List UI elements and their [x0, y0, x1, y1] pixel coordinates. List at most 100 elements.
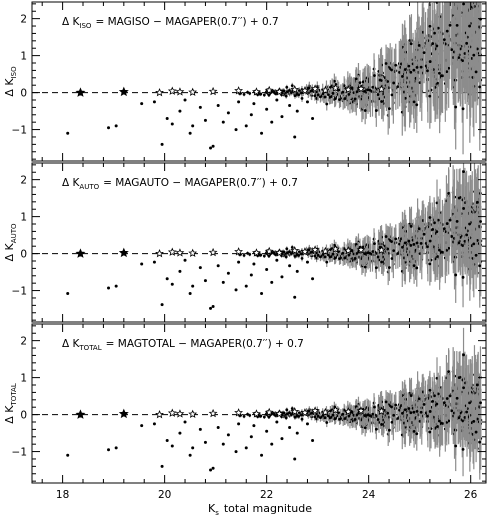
- data-point: [472, 53, 476, 57]
- data-point: [394, 63, 398, 67]
- x-tick-label: 20: [158, 489, 171, 501]
- data-point: [474, 253, 478, 257]
- data-point: [415, 65, 419, 69]
- data-point: [386, 247, 390, 251]
- panel-frame: [31, 323, 487, 484]
- data-point: [297, 89, 301, 93]
- data-point: [468, 24, 471, 28]
- data-point: [337, 88, 341, 92]
- bright-dot: [66, 292, 70, 296]
- data-point: [435, 44, 439, 48]
- data-point: [428, 262, 432, 266]
- data-point: [313, 415, 317, 419]
- bright-dot: [107, 126, 111, 130]
- data-point: [433, 221, 436, 225]
- star-marker: [252, 409, 261, 418]
- data-point: [431, 400, 435, 403]
- data-point: [474, 70, 478, 74]
- bright-dot: [295, 109, 299, 113]
- data-point: [462, 170, 465, 174]
- data-point: [258, 253, 262, 257]
- bright-dot: [270, 280, 274, 284]
- bright-dot: [260, 131, 264, 135]
- data-point: [390, 257, 394, 260]
- bright-dot: [234, 288, 238, 292]
- data-point: [474, 430, 478, 434]
- star-marker: [208, 408, 218, 418]
- data-point: [422, 51, 426, 55]
- star-marker: [274, 409, 284, 418]
- x-axis-label-main: K: [208, 502, 216, 515]
- star-marker: [320, 85, 330, 95]
- bright-dot: [114, 446, 118, 450]
- bright-dot: [203, 279, 207, 283]
- x-axis-label-rest: total magnitude: [224, 502, 312, 515]
- data-point: [386, 411, 390, 415]
- data-point: [401, 245, 404, 249]
- data-point: [401, 75, 404, 78]
- annotation-formula: = MAGTOTAL − MAGAPER(0.7′′) + 0.7: [106, 338, 304, 350]
- data-point: [300, 96, 304, 100]
- data-point: [341, 251, 345, 255]
- data-point: [428, 430, 432, 434]
- data-point: [390, 240, 393, 243]
- bright-dot: [140, 424, 144, 428]
- data-point: [248, 92, 252, 95]
- data-point: [478, 85, 482, 89]
- data-point: [454, 105, 458, 109]
- data-point: [313, 94, 317, 98]
- bright-dot: [160, 464, 164, 468]
- x-tick-label: 22: [260, 489, 273, 501]
- data-point: [246, 90, 249, 94]
- data-point: [262, 415, 266, 419]
- data-point: [417, 44, 421, 47]
- star-marker: [252, 248, 261, 257]
- data-point: [403, 241, 407, 245]
- data-point: [376, 93, 380, 96]
- data-point: [318, 255, 322, 259]
- data-point: [428, 239, 432, 243]
- data-point: [448, 218, 452, 222]
- data-point: [454, 444, 458, 448]
- star-marker: [343, 84, 353, 94]
- bright-dot: [280, 115, 284, 119]
- bright-dot: [260, 453, 264, 457]
- data-point: [442, 401, 446, 404]
- data-point: [457, 56, 461, 60]
- data-point: [387, 266, 391, 269]
- data-point: [334, 417, 337, 421]
- data-point: [461, 107, 465, 111]
- data-point: [469, 0, 472, 1]
- bright-dot: [288, 426, 292, 430]
- data-point: [325, 260, 329, 264]
- bright-dot: [280, 437, 284, 441]
- data-point: [267, 415, 271, 419]
- data-point: [392, 81, 396, 85]
- bright-dot: [160, 303, 164, 307]
- data-point: [288, 88, 291, 92]
- data-point: [297, 93, 301, 97]
- data-point: [468, 222, 471, 226]
- data-point: [419, 242, 423, 245]
- star-marker: [175, 248, 185, 257]
- data-point: [380, 100, 384, 103]
- data-point: [258, 414, 262, 418]
- bright-dot: [178, 269, 182, 273]
- data-point: [415, 103, 419, 107]
- data-point: [419, 65, 423, 69]
- data-point: [274, 92, 277, 95]
- bright-dot: [188, 131, 192, 135]
- data-point: [394, 237, 398, 241]
- bright-dot: [66, 131, 70, 135]
- data-point: [328, 95, 332, 99]
- star-marker: [75, 87, 86, 97]
- y-axis-label: Δ KAUTO: [3, 223, 18, 261]
- data-point: [242, 93, 246, 96]
- data-point: [358, 81, 362, 85]
- data-point: [450, 235, 454, 238]
- x-axis-label-sub: s: [215, 509, 219, 517]
- data-point: [417, 397, 421, 401]
- data-point: [300, 256, 304, 260]
